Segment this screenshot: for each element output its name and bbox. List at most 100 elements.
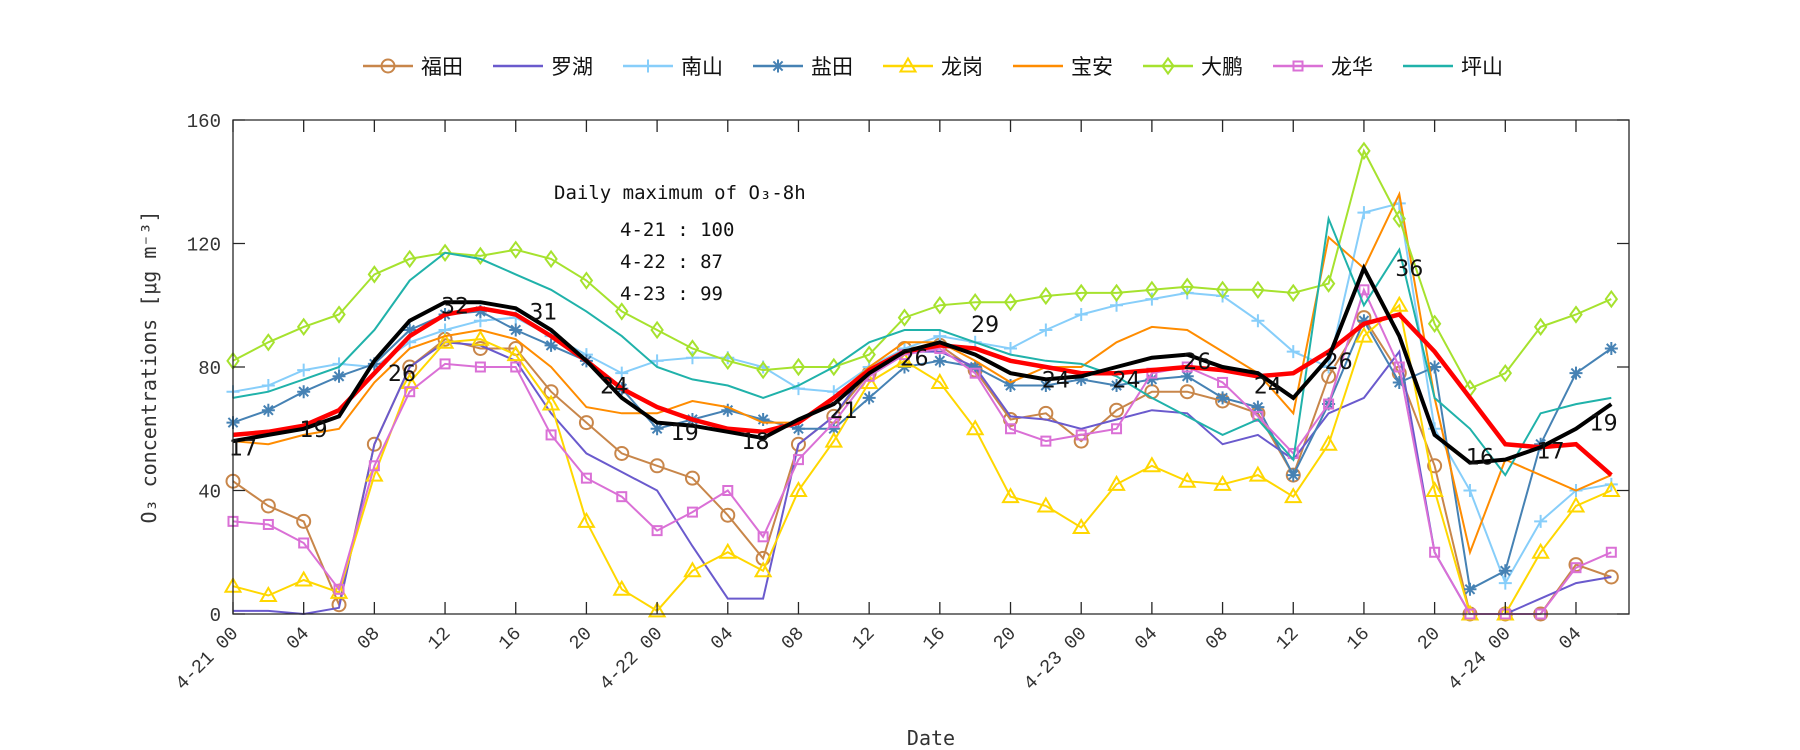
data-point-diamond <box>367 265 382 284</box>
point-label: 26 <box>900 347 928 372</box>
data-point-square <box>298 537 310 549</box>
y-axis-label: O₃ concentrations [μg m⁻³] <box>137 210 161 523</box>
data-point-circle <box>720 507 736 523</box>
point-label: 19 <box>671 421 699 446</box>
data-point-square <box>1111 423 1123 435</box>
data-point-diamond <box>1286 283 1300 303</box>
legend-label: 龙华 <box>1331 55 1373 79</box>
point-label: 29 <box>971 313 999 338</box>
data-point-triangle <box>965 419 985 436</box>
legend-item: 坪山 <box>1403 55 1503 79</box>
legend-item: 南山 <box>623 55 723 79</box>
data-point-asterisk <box>933 354 947 368</box>
data-point-triangle <box>683 561 702 578</box>
x-tick-label: 04 <box>1555 623 1587 655</box>
data-point-asterisk <box>791 422 805 436</box>
data-point-square <box>580 472 592 484</box>
data-point-triangle <box>435 332 455 349</box>
legend-label: 坪山 <box>1461 55 1503 79</box>
data-point-square <box>1005 423 1017 435</box>
legend-item: 盐田 <box>753 55 853 79</box>
data-point-diamond <box>791 357 806 377</box>
data-point-circle <box>614 445 630 461</box>
data-point-diamond <box>1604 289 1619 309</box>
data-point-triangle <box>365 465 384 482</box>
data-point-circle <box>1427 458 1443 474</box>
data-point-triangle <box>1425 480 1444 497</box>
data-point-square <box>474 361 486 373</box>
data-point-diamond <box>261 333 276 352</box>
legend-marker-triangle <box>898 56 918 73</box>
legend-label: 大鹏 <box>1201 55 1243 79</box>
data-point-plus <box>1498 576 1512 590</box>
data-point-plus <box>332 357 346 371</box>
point-label: 26 <box>1183 350 1211 375</box>
data-point-asterisk <box>862 391 876 405</box>
x-tick-label: 16 <box>1342 623 1374 655</box>
data-point-asterisk <box>1216 391 1230 405</box>
legend-label: 福田 <box>421 55 463 79</box>
data-point-triangle <box>541 394 561 411</box>
legend-item: 福田 <box>363 55 463 79</box>
data-point-plus <box>650 354 664 368</box>
data-point-plus <box>1145 292 1159 306</box>
point-label: 26 <box>1325 350 1353 375</box>
x-tick-label: 04 <box>1130 623 1162 655</box>
x-tick-label: 08 <box>777 623 809 655</box>
series-line <box>232 190 1612 556</box>
data-point-diamond <box>1569 305 1583 324</box>
data-point-diamond <box>473 246 488 266</box>
legend-item: 罗湖 <box>493 55 593 79</box>
y-tick-label: 120 <box>187 235 221 257</box>
x-tick-label: 4-24 00 <box>1444 623 1516 695</box>
point-label: 19 <box>300 418 328 443</box>
data-point-circle <box>684 470 700 486</box>
y-tick-label: 0 <box>210 605 221 627</box>
legend-marker-circle <box>380 58 396 74</box>
data-point-circle <box>1179 384 1195 400</box>
data-point-diamond <box>1498 363 1513 383</box>
data-point-circle <box>790 436 806 452</box>
series-line <box>232 215 1612 477</box>
data-point-asterisk <box>1145 372 1159 386</box>
data-point-asterisk <box>1604 341 1618 355</box>
plot-area: 17 19 26 32 31 24 19 18 21 26 29 24 24 26 24 26 36 16 17 19 <box>223 141 1621 622</box>
data-point-triangle <box>1531 542 1550 559</box>
data-point-diamond <box>1321 274 1336 293</box>
data-point-square <box>1075 429 1087 441</box>
data-point-diamond <box>1427 314 1442 333</box>
x-tick-label: 12 <box>1272 623 1304 655</box>
data-point-circle <box>578 415 594 431</box>
data-point-triangle <box>1142 456 1162 473</box>
data-point-diamond <box>1039 286 1053 306</box>
data-point-plus <box>615 366 629 380</box>
data-point-asterisk <box>650 422 664 436</box>
data-point-diamond <box>1180 277 1194 296</box>
data-point-plus <box>685 351 699 365</box>
data-point-asterisk <box>1357 314 1371 328</box>
data-point-diamond <box>933 296 947 315</box>
data-point-diamond <box>1109 283 1124 303</box>
x-tick-label: 20 <box>1413 623 1445 655</box>
x-tick-label: 20 <box>989 623 1021 655</box>
point-label: 24 <box>1113 368 1141 393</box>
data-point-triangle <box>718 542 738 559</box>
data-point-diamond <box>1357 141 1371 161</box>
data-point-asterisk <box>261 403 275 417</box>
legend-label: 盐田 <box>811 55 853 79</box>
data-point-plus <box>1074 308 1088 322</box>
data-point-asterisk <box>827 422 841 436</box>
data-point-asterisk <box>1039 379 1053 393</box>
data-point-triangle <box>1177 471 1197 488</box>
data-point-triangle <box>577 511 596 528</box>
legend-label: 宝安 <box>1071 55 1113 79</box>
series-8 <box>227 284 1617 620</box>
data-point-plus <box>297 363 311 377</box>
data-point-plus <box>1534 514 1548 528</box>
data-point-triangle <box>1319 434 1338 451</box>
data-point-diamond <box>1251 280 1265 300</box>
data-point-square <box>1605 546 1617 558</box>
data-point-square <box>1323 398 1335 410</box>
point-label: 32 <box>441 294 469 319</box>
